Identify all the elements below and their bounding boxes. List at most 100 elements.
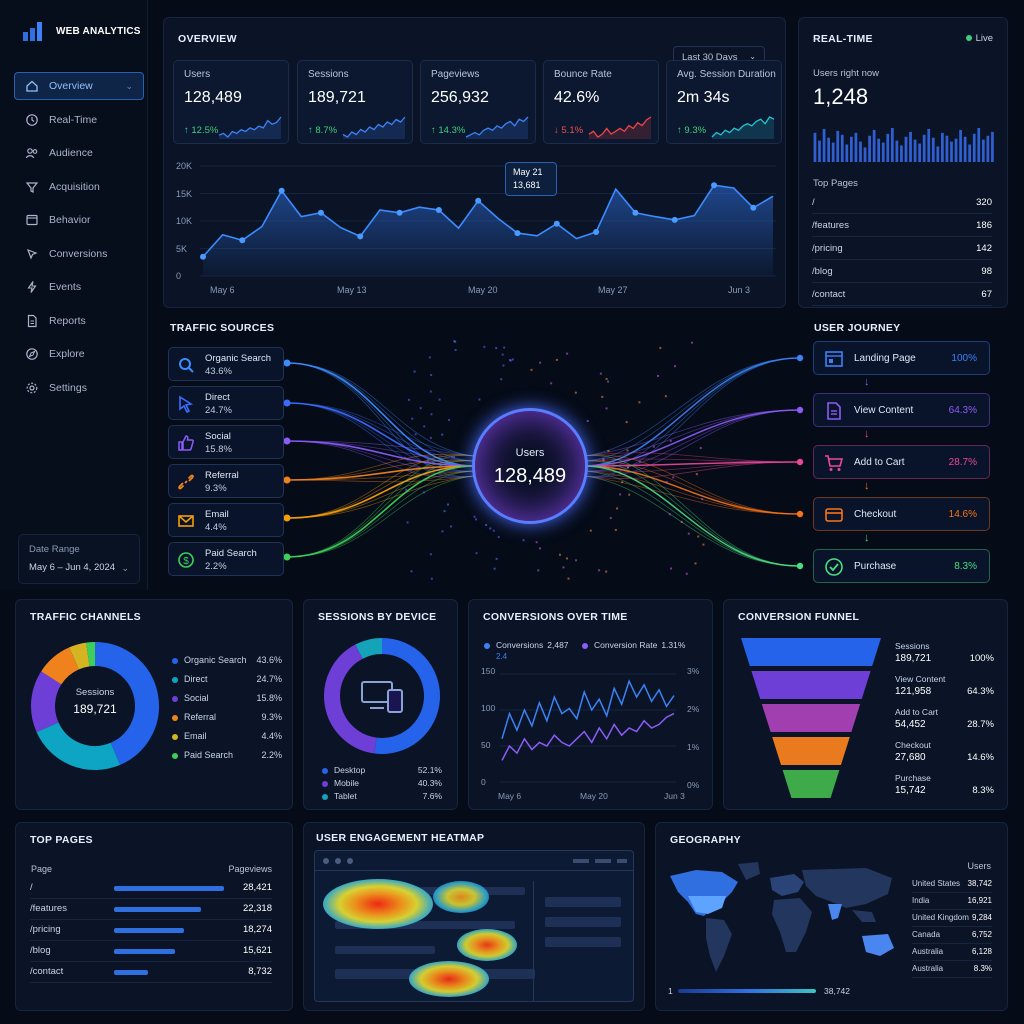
country-name: United States xyxy=(912,879,961,888)
table-row[interactable]: /blog 15,621 xyxy=(30,941,272,962)
source-social[interactable]: Social 15.8% xyxy=(168,425,284,459)
data-point[interactable] xyxy=(475,197,482,204)
landing-page-icon xyxy=(824,349,844,369)
particle xyxy=(414,433,417,436)
realtime-bar xyxy=(963,136,967,162)
journey-step-add-to-cart[interactable]: Add to Cart 28.7% xyxy=(813,445,990,479)
channel-slice[interactable] xyxy=(94,642,159,765)
funnel-stage-name: Add to Cart xyxy=(895,707,938,717)
device-slice[interactable] xyxy=(324,644,377,754)
journey-step-checkout[interactable]: Checkout 14.6% xyxy=(813,497,990,531)
data-point[interactable] xyxy=(593,229,600,235)
country-row[interactable]: United States 38,742 xyxy=(912,876,992,893)
data-point[interactable] xyxy=(750,204,757,211)
sidebar-item-reports[interactable]: Reports xyxy=(14,307,144,335)
kpi-label: Bounce Rate xyxy=(554,69,612,80)
country-row[interactable]: Australia 6,128 xyxy=(912,944,992,961)
sidebar-item-settings[interactable]: Settings xyxy=(14,374,144,402)
particle xyxy=(503,346,506,349)
source-referral[interactable]: Referral 9.3% xyxy=(168,464,284,498)
mail-icon xyxy=(177,512,195,530)
kpi-card-pageviews[interactable]: Pageviews 256,932 ↑ 14.3% xyxy=(420,60,536,144)
funnel-stage[interactable] xyxy=(751,671,871,699)
channel-slice[interactable] xyxy=(36,721,121,770)
particle xyxy=(489,527,492,530)
kpi-card-users[interactable]: Users 128,489 ↑ 12.5% xyxy=(173,60,289,144)
journey-step-view-content[interactable]: View Content 64.3% xyxy=(813,393,990,427)
country-row[interactable]: United Kingdom 9,284 xyxy=(912,910,992,927)
sidebar-item-overview[interactable]: Overview ⌄ xyxy=(14,72,144,100)
sidebar-item-audience[interactable]: Audience xyxy=(14,139,144,167)
funnel-stage[interactable] xyxy=(761,704,861,732)
top-page-row[interactable]: /pricing 142 xyxy=(812,239,992,260)
top-page-row[interactable]: /features 186 xyxy=(812,216,992,237)
particle xyxy=(616,507,619,510)
sidebar-item-behavior[interactable]: Behavior xyxy=(14,206,144,234)
sidebar-item-label: Real-Time xyxy=(49,113,98,126)
kpi-change: ↓ 5.1% xyxy=(554,125,583,136)
data-point[interactable] xyxy=(278,187,285,194)
live-label: Live xyxy=(975,33,993,44)
funnel-stage[interactable] xyxy=(772,737,850,765)
kpi-card-bounce-rate[interactable]: Bounce Rate 42.6% ↓ 5.1% xyxy=(543,60,659,144)
source-organic-search[interactable]: Organic Search 43.6% xyxy=(168,347,284,381)
conversions-panel: CONVERSIONS OVER TIME xyxy=(468,599,713,810)
channel-slice[interactable] xyxy=(31,671,62,733)
conversions-line-chart xyxy=(500,673,676,783)
journey-step-landing-page[interactable]: Landing Page 100% xyxy=(813,341,990,375)
legend-label: Direct xyxy=(184,674,208,684)
top-page-row[interactable]: / 320 xyxy=(812,193,992,214)
device-slice[interactable] xyxy=(374,638,440,754)
data-point[interactable] xyxy=(514,230,521,237)
country-row[interactable]: Australia 8.3% xyxy=(912,961,992,978)
sidebar-item-conversions[interactable]: Conversions xyxy=(14,240,144,268)
source-direct[interactable]: Direct 24.7% xyxy=(168,386,284,420)
data-point[interactable] xyxy=(200,253,206,260)
y-tick-label: 150 xyxy=(481,666,496,676)
particle xyxy=(602,457,605,460)
data-point[interactable] xyxy=(239,237,246,244)
kpi-card-sessions[interactable]: Sessions 189,721 ↑ 8.7% xyxy=(297,60,413,144)
funnel-stage[interactable] xyxy=(741,638,881,666)
channel-slice[interactable] xyxy=(69,642,90,670)
funnel-stage-pct: 28.7% xyxy=(967,719,994,730)
chevron-down-icon: ⌄ xyxy=(749,52,756,61)
brand[interactable]: WEB ANALYTICS xyxy=(22,20,141,42)
top-page-row[interactable]: /contact 67 xyxy=(812,285,992,306)
data-point[interactable] xyxy=(711,182,718,189)
sidebar-item-events[interactable]: Events xyxy=(14,273,144,301)
legend-label: Organic Search xyxy=(184,655,247,665)
legend-swatch xyxy=(172,733,178,740)
sidebar-item-acquisition[interactable]: Acquisition xyxy=(14,173,144,201)
kpi-card-avg-session-duration[interactable]: Avg. Session Duration 2m 34s ↑ 9.3% xyxy=(666,60,782,144)
funnel-stage[interactable] xyxy=(782,770,840,798)
sidebar-item-explore[interactable]: Explore xyxy=(14,340,144,368)
top-page-row[interactable]: /blog 98 xyxy=(812,262,992,283)
legend-item: Social 15.8% xyxy=(172,693,282,703)
channel-slice[interactable] xyxy=(41,647,80,685)
table-row[interactable]: / 28,421 xyxy=(30,878,272,899)
table-row[interactable]: /features 22,318 xyxy=(30,899,272,920)
table-row[interactable]: /contact 8,732 xyxy=(30,962,272,983)
data-point[interactable] xyxy=(553,220,560,227)
table-row[interactable]: /pricing 18,274 xyxy=(30,920,272,941)
card-icon xyxy=(824,505,844,525)
data-point[interactable] xyxy=(357,233,364,240)
source-pct: 2.2% xyxy=(205,561,227,572)
data-point[interactable] xyxy=(435,207,442,213)
realtime-bar xyxy=(881,142,885,162)
journey-step-purchase[interactable]: Purchase 8.3% xyxy=(813,549,990,583)
country-row[interactable]: Canada 6,752 xyxy=(912,927,992,944)
data-point[interactable] xyxy=(671,216,678,223)
country-row[interactable]: India 16,921 xyxy=(912,893,992,910)
particle xyxy=(452,456,455,459)
data-point[interactable] xyxy=(396,209,403,216)
device-slice[interactable] xyxy=(355,638,383,659)
data-point[interactable] xyxy=(317,209,324,216)
source-paid-search[interactable]: $ Paid Search 2.2% xyxy=(168,542,284,576)
sidebar-item-real-time[interactable]: Real-Time xyxy=(14,106,144,134)
data-point[interactable] xyxy=(632,209,639,216)
date-range-selector[interactable]: Date Range May 6 – Jun 4, 2024 ⌄ xyxy=(18,534,140,584)
source-email[interactable]: Email 4.4% xyxy=(168,503,284,537)
particle xyxy=(478,398,481,401)
